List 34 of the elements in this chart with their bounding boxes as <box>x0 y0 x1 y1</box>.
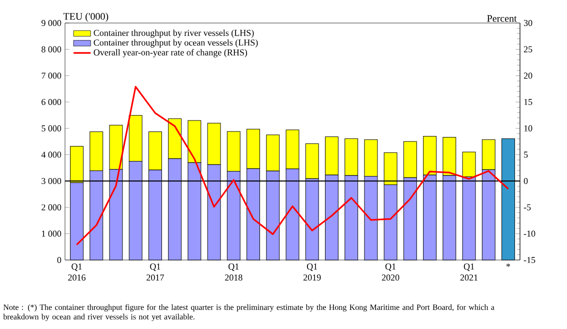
y-tick-label: 2 000 <box>42 204 62 210</box>
y2-tick-label: 20 <box>524 72 532 79</box>
y2-tick-label: 25 <box>524 46 532 52</box>
y2-tick-label: -10 <box>524 230 536 237</box>
x-tick-label: Q1 2016 <box>68 264 86 281</box>
x-tick-label: Q1 2019 <box>304 264 321 281</box>
x-tick-label: * <box>506 264 510 267</box>
line-series <box>76 86 510 246</box>
text: Note : (*) The container throughput figure for the latest quarter is the preliminary estimate by the Hong Kong Maritime and Port Board, for which a breakdown by ocean and river vessels is not yet available. <box>3 304 494 322</box>
y-tick-label: 0 <box>57 256 62 264</box>
y-tick-label: 9 000 <box>42 20 62 26</box>
y-axis-title: TEU ('000) <box>63 12 108 22</box>
y2-tick-label: 5 <box>524 152 528 158</box>
y-tick-label: 6 000 <box>42 98 62 106</box>
legend-label: Container throughput by ocean vessels (LHS) <box>94 39 258 48</box>
y-tick-label: 5 000 <box>42 125 62 132</box>
y-tick-label: 7 000 <box>42 72 62 79</box>
y2-tick-label: 30 <box>524 20 532 26</box>
y2-tick-label: -5 <box>524 204 531 210</box>
x-tick-label: Q1 2020 <box>382 264 400 281</box>
legend-label: Overall year-on-year rate of change (RHS) <box>94 49 248 58</box>
y2-tick-label: 0 <box>524 178 528 184</box>
x-tick-label: Q1 2017 <box>146 264 164 281</box>
y-tick-label: 8 000 <box>42 46 62 52</box>
y2-axis-title: Percent <box>487 15 517 22</box>
y-tick-label: 4 000 <box>41 152 62 158</box>
x-tick-label: Q1 2018 <box>225 264 242 281</box>
y-tick-label: 1 000 <box>42 230 62 237</box>
legend-label: Container throughput by river vessels (LHS) <box>94 30 254 38</box>
y2-tick-label: -15 <box>524 256 536 264</box>
y2-tick-label: 15 <box>524 98 532 106</box>
y-tick-label: 3 000 <box>42 178 62 184</box>
y2-tick-label: 10 <box>524 125 532 132</box>
x-tick-label: Q1 2021 <box>460 264 478 281</box>
